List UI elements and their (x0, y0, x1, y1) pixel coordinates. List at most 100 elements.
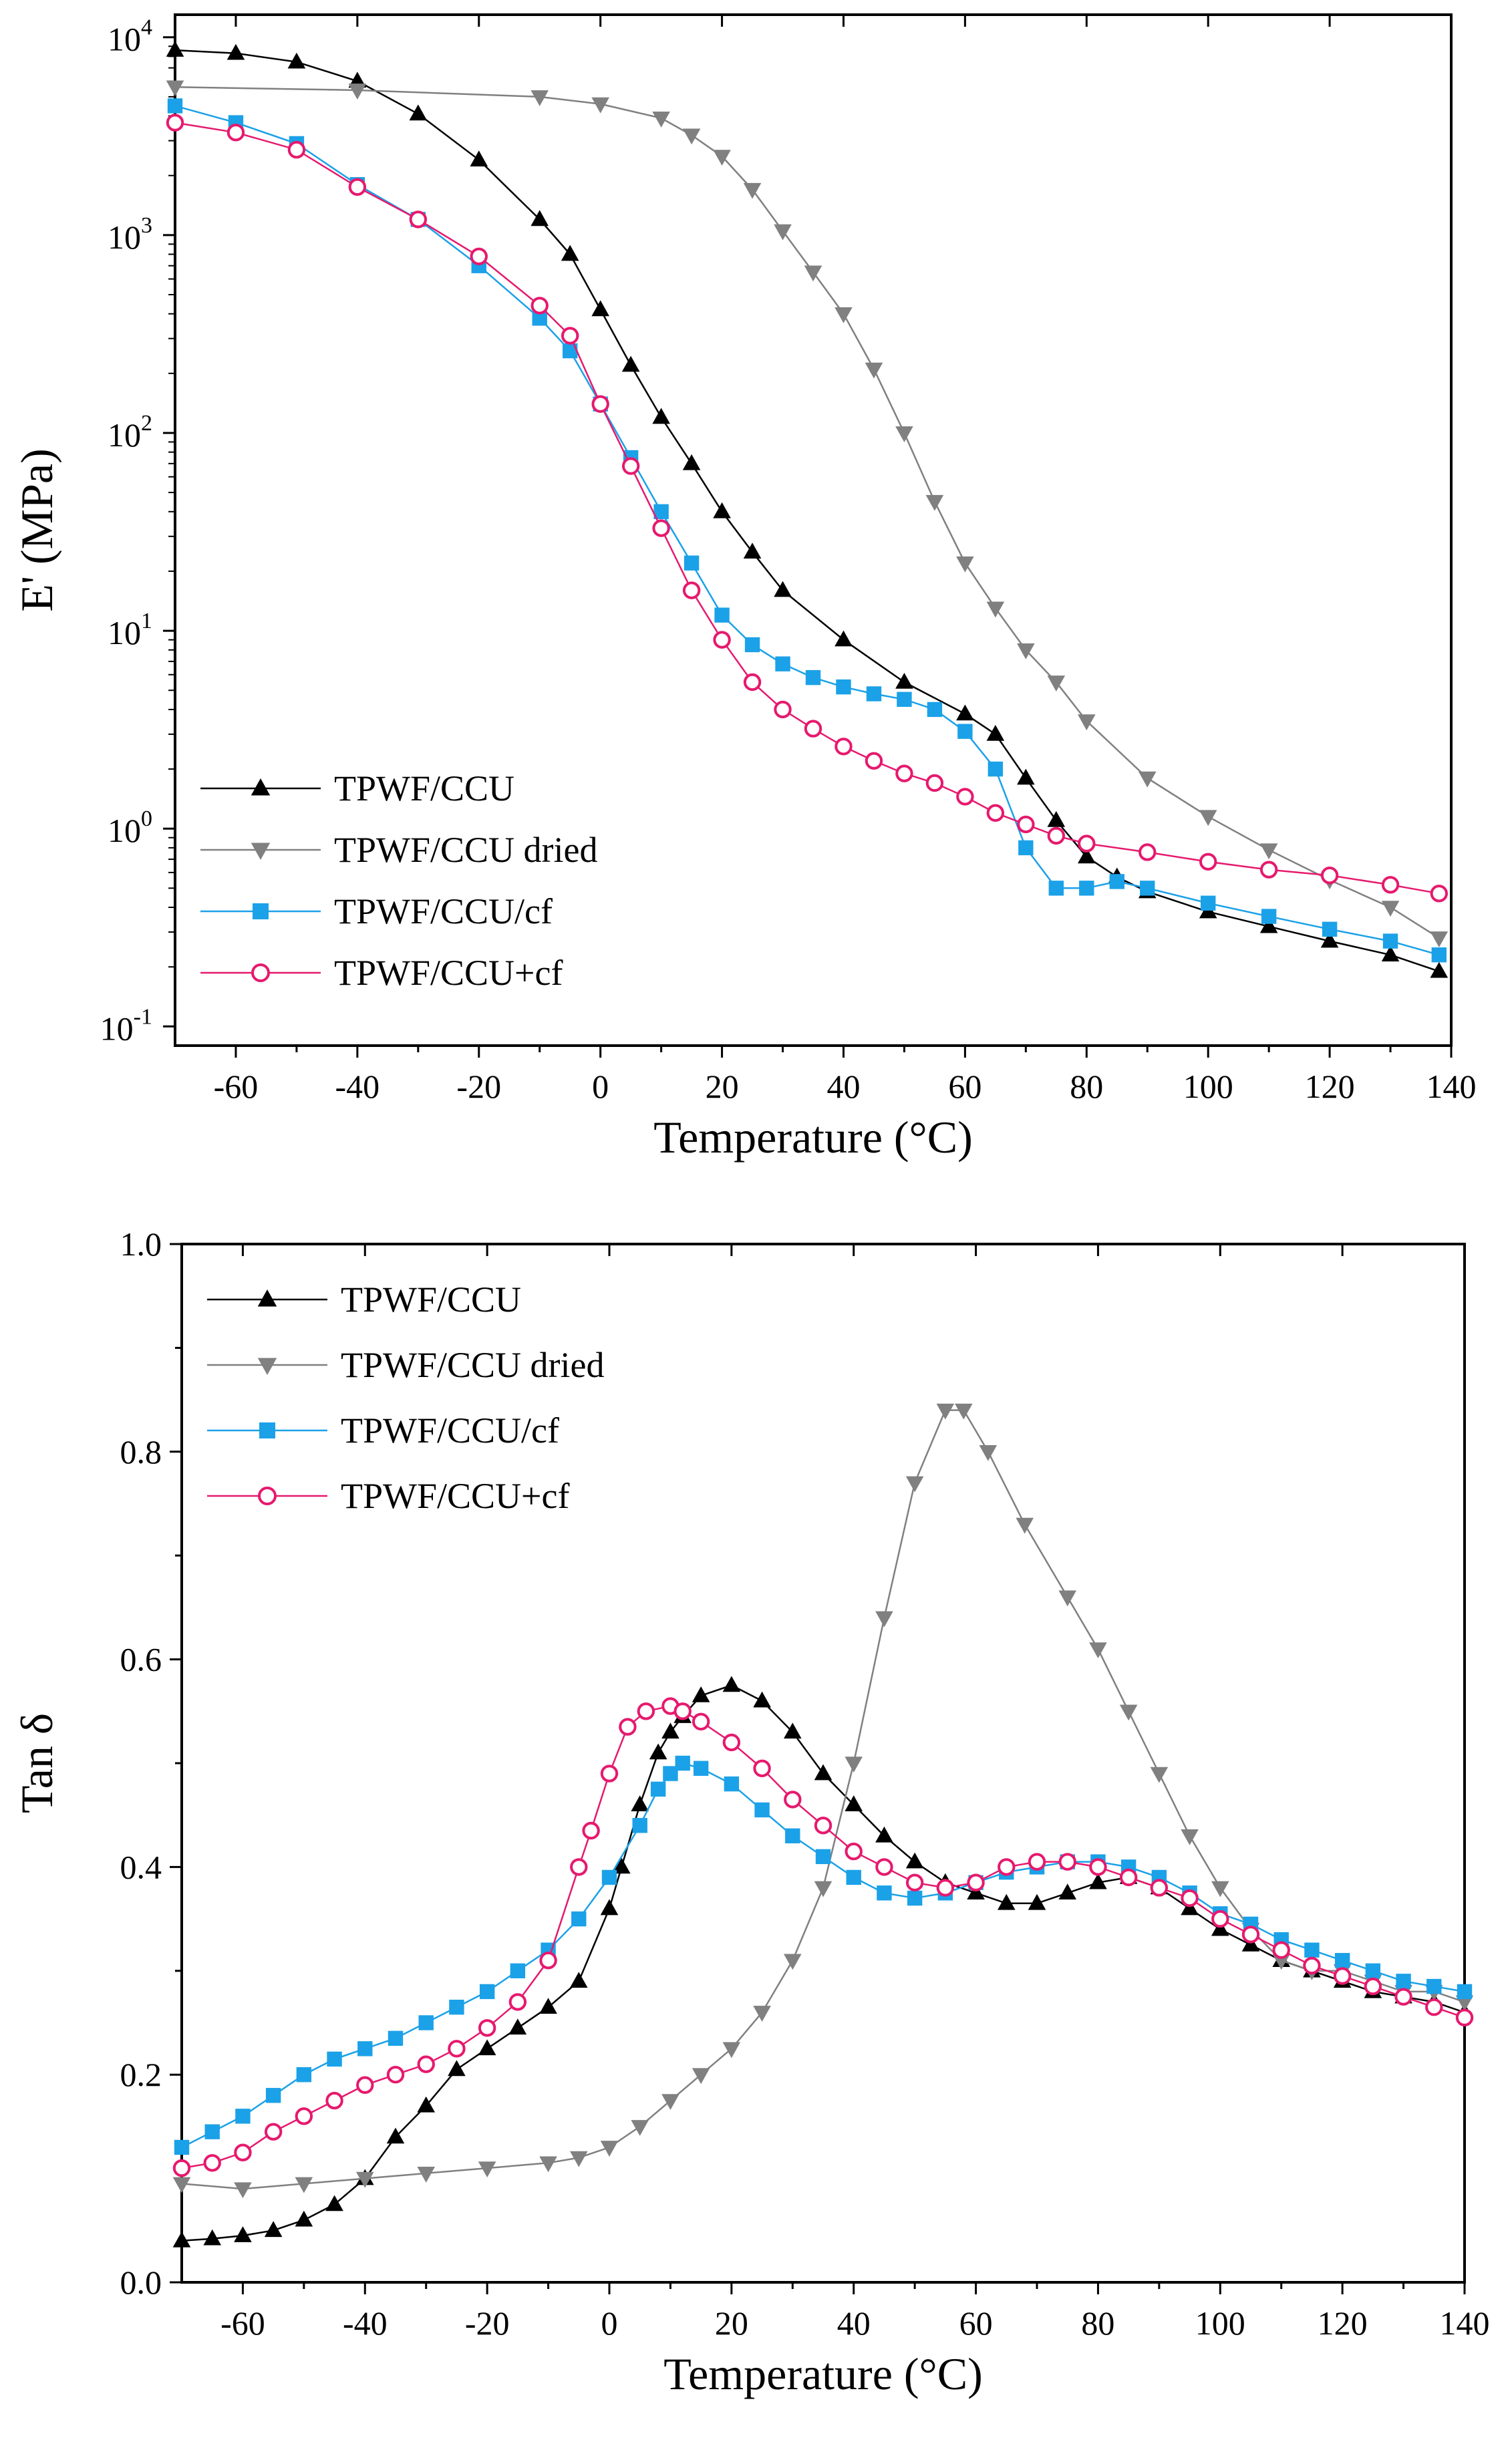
legend-label: TPWF/CCU/cf (341, 1410, 559, 1450)
y-tick-label: 104 (108, 15, 152, 58)
data-point (631, 1795, 649, 1811)
series-tpwf-ccu-cf (167, 98, 1447, 963)
data-point (804, 265, 822, 282)
x-tick-label: 40 (826, 1068, 860, 1105)
x-tick-label: 60 (959, 2304, 993, 2342)
data-point (684, 555, 700, 571)
data-point (661, 2094, 679, 2111)
data-point (561, 327, 579, 345)
data-point (1364, 1977, 1382, 1996)
y-tick-label-base: 10 (108, 218, 141, 256)
data-point (875, 1611, 893, 1628)
data-point (661, 1722, 679, 1739)
legend-item: TPWF/CCU dried (200, 830, 598, 870)
data-point (204, 2124, 220, 2139)
data-point (743, 182, 762, 199)
data-point (682, 128, 701, 145)
legend-label: TPWF/CCU dried (334, 830, 598, 870)
y-axis-title: Tan δ (11, 1713, 62, 1813)
legend-item: TPWF/CCU+cf (207, 1476, 569, 1516)
data-point (905, 1852, 924, 1869)
data-point (1381, 876, 1400, 894)
data-point (386, 2066, 405, 2084)
data-point (539, 1952, 557, 1970)
data-point (1425, 1998, 1443, 2016)
data-point (814, 1764, 833, 1781)
data-point (1089, 1858, 1107, 1876)
data-point (722, 2042, 741, 2058)
data-point (388, 2030, 404, 2046)
legend-marker (251, 778, 271, 796)
x-tick-label: -60 (214, 1068, 259, 1105)
data-point (1017, 643, 1035, 659)
data-point (692, 2068, 710, 2085)
x-tick-label: 120 (1305, 1068, 1355, 1105)
data-point (1058, 1883, 1077, 1900)
data-point (1211, 1910, 1229, 1928)
data-point (1109, 874, 1124, 889)
data-point (653, 504, 669, 520)
data-point (1181, 1899, 1199, 1916)
data-point (417, 2096, 436, 2113)
y-tick-label: 0.6 (120, 1641, 162, 1678)
data-point (325, 2195, 343, 2211)
data-point (1017, 768, 1035, 785)
data-point (1430, 931, 1449, 947)
data-point (1138, 771, 1157, 788)
data-point (722, 1733, 741, 1752)
data-point (1455, 1995, 1474, 2012)
data-point (1089, 1873, 1107, 1889)
legend-item: TPWF/CCU dried (207, 1345, 605, 1385)
data-point (997, 1893, 1016, 1910)
data-point (203, 2229, 222, 2246)
legend-item: TPWF/CCU/cf (207, 1410, 559, 1450)
data-point (478, 2161, 496, 2178)
data-point (1431, 947, 1447, 963)
data-point (1058, 1853, 1076, 1871)
data-point (956, 704, 974, 721)
data-point (1200, 895, 1216, 911)
x-tick-label: -20 (465, 2304, 510, 2342)
data-point (417, 2167, 436, 2183)
data-point (693, 1761, 709, 1776)
data-point (600, 2141, 619, 2157)
data-point (925, 774, 944, 792)
data-point (1320, 867, 1339, 885)
data-point (621, 355, 640, 372)
data-point (1304, 1942, 1320, 1958)
y-tick-label-exponent: -1 (134, 1004, 152, 1029)
data-point (539, 1998, 557, 2014)
data-point (682, 454, 701, 470)
data-point (409, 104, 428, 121)
data-point (967, 1873, 985, 1891)
data-point (166, 41, 184, 57)
data-point (1016, 1517, 1034, 1534)
data-point (478, 2019, 496, 2037)
legend-marker (257, 1358, 277, 1375)
data-point (632, 1818, 647, 1833)
data-point (591, 97, 609, 114)
data-point (724, 1776, 740, 1792)
tan-delta-chart-panel: -60 -40 -20 0 20 40 60 80 100 120 140 0.0 0.2 0.4 0.6 0… (11, 1225, 1490, 2399)
y-tick-label-exponent: 3 (141, 213, 152, 238)
y-tick-label-exponent: 0 (141, 806, 152, 831)
data-point (1089, 1642, 1107, 1659)
legend-marker (259, 1422, 275, 1438)
data-point (783, 1954, 802, 1970)
data-point (172, 2159, 191, 2177)
data-point (652, 408, 670, 424)
x-axis-title: Temperature (°C) (663, 2348, 982, 2399)
y-axis-title: E' (MPa) (11, 448, 62, 612)
data-point (927, 702, 943, 718)
x-tick-label: 100 (1195, 2304, 1245, 2342)
data-point (1320, 931, 1339, 948)
data-point (600, 1899, 619, 1916)
data-point (1047, 810, 1066, 827)
data-point (637, 1702, 655, 1720)
data-point (675, 1755, 690, 1771)
data-point (783, 1722, 802, 1739)
y-tick-label: 0.0 (120, 2264, 162, 2301)
x-tick-label: 80 (1070, 1068, 1103, 1105)
x-tick-label: 80 (1081, 2304, 1114, 2342)
data-point (692, 1686, 710, 1702)
